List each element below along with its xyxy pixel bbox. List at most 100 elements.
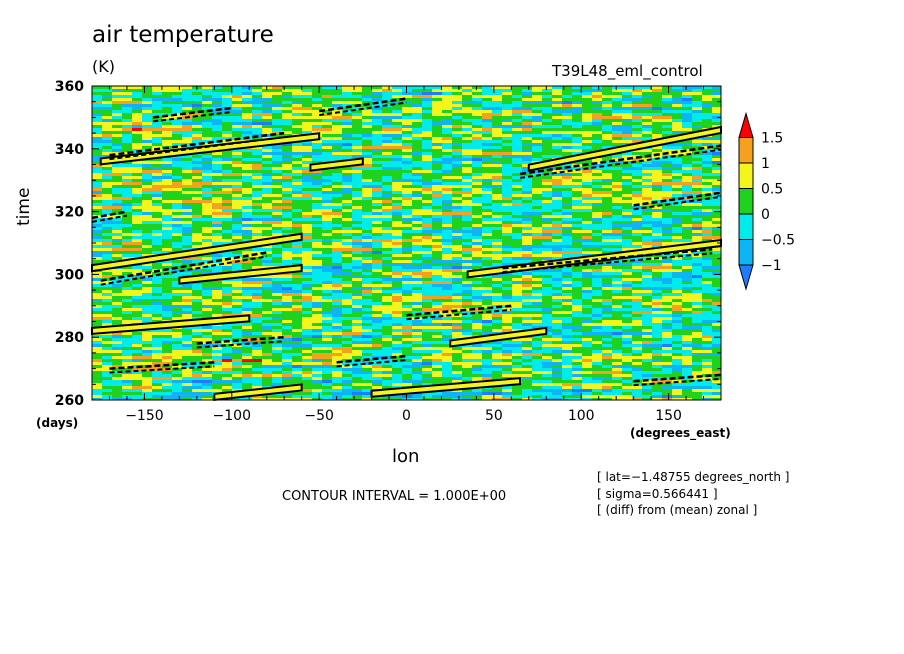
field-cell — [332, 116, 343, 120]
field-cell — [532, 95, 543, 99]
field-cell — [502, 110, 513, 114]
field-cell — [212, 293, 223, 297]
field-cell — [252, 215, 263, 219]
field-cell — [442, 254, 453, 258]
field-cell — [102, 281, 113, 285]
field-cell — [712, 185, 722, 189]
field-cell — [272, 215, 283, 219]
field-cell — [212, 134, 223, 138]
field-cell — [392, 104, 403, 108]
field-cell — [252, 320, 263, 324]
field-cell — [442, 128, 453, 132]
field-cell — [152, 263, 163, 267]
field-cell — [332, 194, 343, 198]
field-cell — [542, 179, 553, 183]
field-cell — [412, 119, 423, 123]
field-cell — [572, 86, 583, 90]
field-cell — [212, 152, 223, 156]
field-cell — [252, 107, 263, 111]
field-cell — [622, 305, 633, 309]
field-cell — [352, 317, 363, 321]
field-cell — [492, 227, 503, 231]
field-cell — [112, 170, 123, 174]
field-cell — [652, 278, 663, 282]
field-cell — [222, 287, 233, 291]
field-cell — [262, 302, 273, 306]
field-cell — [502, 137, 513, 141]
field-cell — [562, 203, 573, 207]
field-cell — [442, 152, 453, 156]
field-cell — [152, 89, 163, 93]
field-cell — [372, 221, 383, 225]
field-cell — [422, 176, 433, 180]
temperature-field — [92, 86, 722, 401]
field-cell — [452, 194, 463, 198]
field-cell — [312, 320, 323, 324]
field-cell — [472, 194, 483, 198]
field-cell — [542, 110, 553, 114]
field-cell — [412, 179, 423, 183]
field-cell — [542, 242, 553, 246]
field-cell — [642, 302, 653, 306]
field-cell — [442, 188, 453, 192]
field-cell — [172, 302, 183, 306]
field-cell — [672, 230, 683, 234]
field-cell — [152, 302, 163, 306]
field-cell — [282, 218, 293, 222]
field-cell — [152, 272, 163, 276]
field-cell — [92, 314, 103, 318]
field-cell — [282, 122, 293, 126]
field-cell — [332, 278, 343, 282]
field-cell — [542, 302, 553, 306]
field-cell — [212, 119, 223, 123]
field-cell — [152, 194, 163, 198]
field-cell — [442, 284, 453, 288]
field-cell — [172, 179, 183, 183]
field-cell — [662, 284, 673, 288]
field-cell — [202, 245, 213, 249]
field-cell — [332, 146, 343, 150]
field-cell — [222, 302, 233, 306]
field-cell — [582, 89, 593, 93]
field-cell — [302, 116, 313, 120]
field-cell — [462, 281, 473, 285]
field-cell — [222, 116, 233, 120]
field-cell — [552, 290, 563, 294]
field-cell — [242, 173, 253, 177]
field-cell — [322, 221, 333, 225]
field-cell — [662, 296, 673, 300]
field-cell — [372, 197, 383, 201]
field-cell — [522, 272, 533, 276]
field-cell — [122, 242, 133, 246]
field-cell — [492, 302, 503, 306]
field-cell — [292, 107, 303, 111]
field-cell — [352, 131, 363, 135]
field-cell — [122, 161, 133, 165]
field-cell — [152, 230, 163, 234]
field-cell — [432, 221, 443, 225]
field-cell — [192, 107, 203, 111]
field-cell — [382, 197, 393, 201]
field-cell — [232, 176, 243, 180]
field-cell — [212, 239, 223, 243]
field-cell — [652, 317, 663, 321]
field-cell — [382, 113, 393, 117]
field-cell — [142, 122, 153, 126]
field-cell — [602, 272, 613, 276]
field-cell — [472, 239, 483, 243]
field-cell — [232, 179, 243, 183]
field-cell — [462, 224, 473, 228]
field-cell — [102, 179, 113, 183]
field-cell — [112, 101, 123, 105]
field-cell — [462, 182, 473, 186]
field-cell — [332, 320, 343, 324]
field-cell — [662, 173, 673, 177]
field-cell — [352, 209, 363, 213]
field-cell — [272, 131, 283, 135]
field-cell — [372, 185, 383, 189]
field-cell — [452, 95, 463, 99]
field-cell — [522, 200, 533, 204]
field-cell — [562, 242, 573, 246]
field-cell — [162, 86, 173, 90]
field-cell — [122, 221, 133, 225]
